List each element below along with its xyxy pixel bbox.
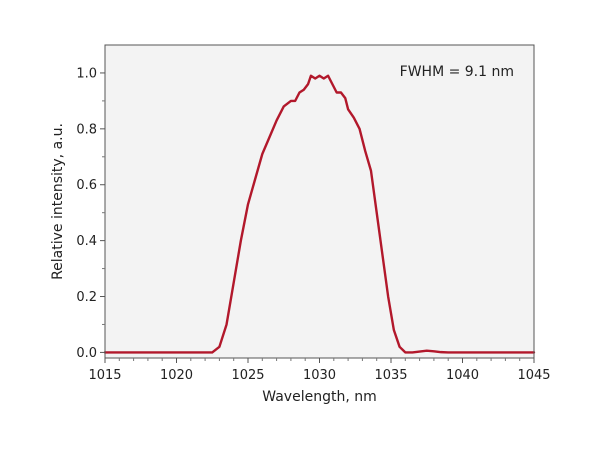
y-axis: 0.0 0.2 0.4 0.6 0.8 1.0: [76, 66, 105, 361]
spectrum-line: [103, 74, 536, 354]
y-tick-label: 0.4: [76, 234, 97, 249]
y-tick-label: 0.6: [76, 178, 97, 193]
y-tick-label: 0.2: [76, 290, 97, 305]
y-tick-label: 0.0: [76, 346, 97, 361]
x-tick-label: 1030: [303, 368, 336, 383]
y-axis-title: Relative intensity, a.u.: [50, 123, 66, 280]
y-tick-label: 1.0: [76, 66, 97, 81]
fwhm-annotation: FWHM = 9.1 nm: [400, 64, 514, 80]
x-tick-label: 1040: [446, 368, 479, 383]
x-tick-label: 1035: [374, 368, 407, 383]
x-tick-label: 1025: [231, 368, 264, 383]
x-axis: 1015 1020 1025 1030 1035 1040 1045: [88, 358, 551, 383]
x-tick-label: 1015: [88, 368, 121, 383]
plot-area: [105, 45, 534, 358]
y-tick-label: 0.8: [76, 122, 97, 137]
x-tick-label: 1045: [517, 368, 550, 383]
x-tick-label: 1020: [160, 368, 193, 383]
x-axis-title: Wavelength, nm: [262, 389, 376, 405]
series-layer: [103, 74, 536, 354]
